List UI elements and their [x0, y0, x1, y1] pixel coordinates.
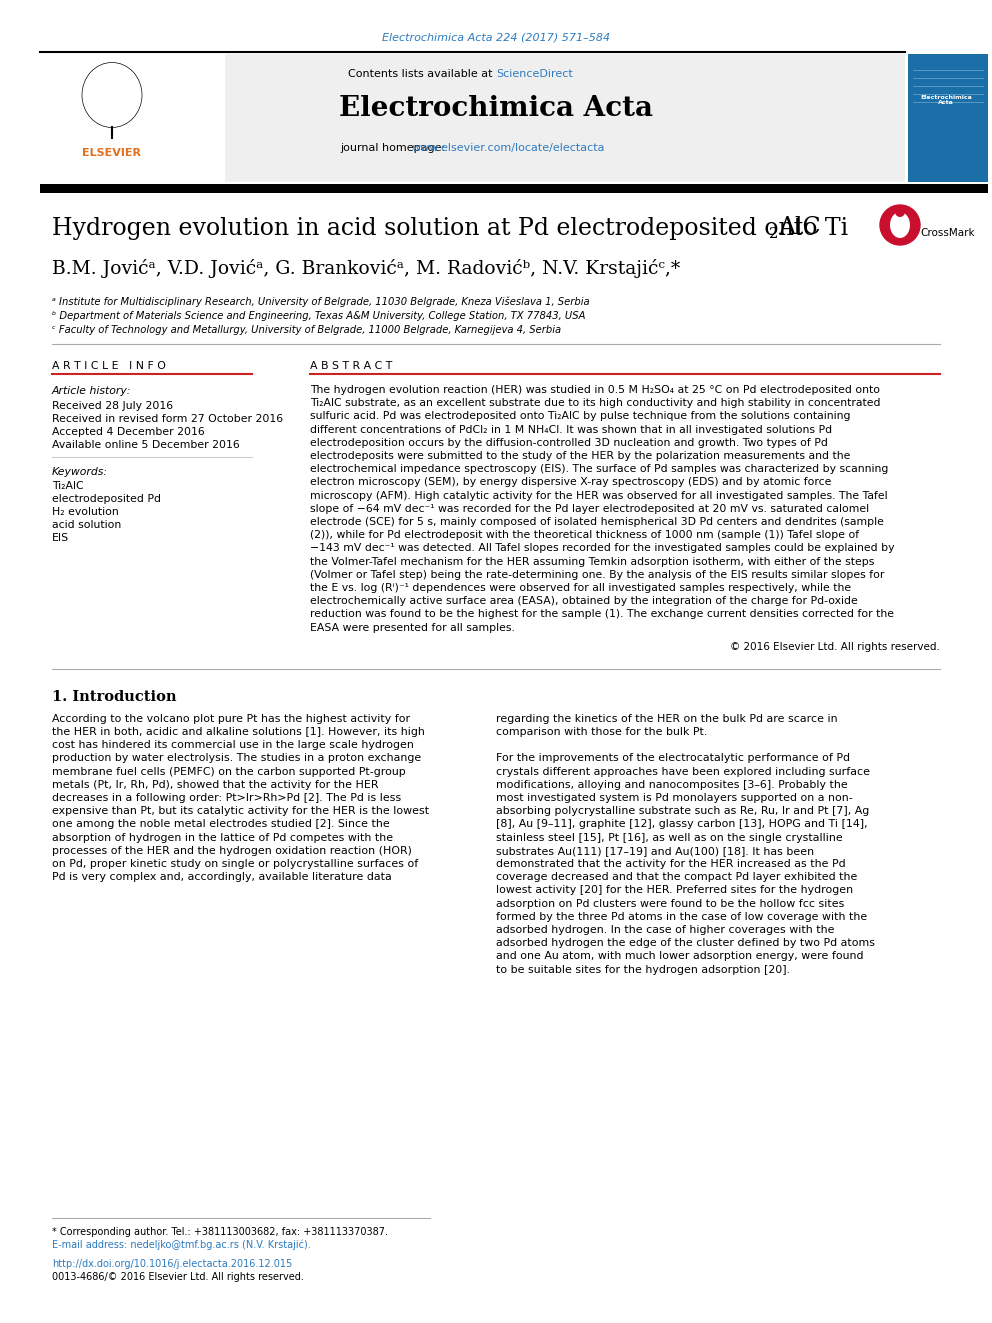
Text: comparison with those for the bulk Pt.: comparison with those for the bulk Pt.	[496, 728, 707, 737]
Text: different concentrations of PdCl₂ in 1 M NH₄Cl. It was shown that in all investi: different concentrations of PdCl₂ in 1 M…	[310, 425, 832, 434]
Text: cost has hindered its commercial use in the large scale hydrogen: cost has hindered its commercial use in …	[52, 740, 414, 750]
Text: Electrochimica Acta: Electrochimica Acta	[339, 94, 653, 122]
Text: EASA were presented for all samples.: EASA were presented for all samples.	[310, 623, 515, 632]
Text: Contents lists available at: Contents lists available at	[348, 69, 496, 79]
Text: slope of −64 mV dec⁻¹ was recorded for the Pd layer electrodeposited at 20 mV vs: slope of −64 mV dec⁻¹ was recorded for t…	[310, 504, 869, 513]
Text: acid solution: acid solution	[52, 520, 121, 531]
Text: adsorption on Pd clusters were found to be the hollow fcc sites: adsorption on Pd clusters were found to …	[496, 898, 844, 909]
Bar	[40, 54, 905, 183]
Text: EIS: EIS	[52, 533, 69, 542]
Text: A R T I C L E   I N F O: A R T I C L E I N F O	[52, 361, 166, 370]
Text: ᵃ Institute for Multidisciplinary Research, University of Belgrade, 11030 Belgra: ᵃ Institute for Multidisciplinary Resear…	[52, 296, 589, 307]
Text: metals (Pt, Ir, Rh, Pd), showed that the activity for the HER: metals (Pt, Ir, Rh, Pd), showed that the…	[52, 779, 379, 790]
Text: to be suitable sites for the hydrogen adsorption [20].: to be suitable sites for the hydrogen ad…	[496, 964, 790, 975]
Text: expensive than Pt, but its catalytic activity for the HER is the lowest: expensive than Pt, but its catalytic act…	[52, 806, 430, 816]
Text: © 2016 Elsevier Ltd. All rights reserved.: © 2016 Elsevier Ltd. All rights reserved…	[730, 642, 940, 652]
Text: Article history:: Article history:	[52, 386, 131, 396]
Text: * Corresponding author. Tel.: +381113003682, fax: +381113370387.: * Corresponding author. Tel.: +381113003…	[52, 1226, 388, 1237]
Text: processes of the HER and the hydrogen oxidation reaction (HOR): processes of the HER and the hydrogen ox…	[52, 845, 412, 856]
Text: Received in revised form 27 October 2016: Received in revised form 27 October 2016	[52, 414, 283, 423]
Text: Electrochimica Acta 224 (2017) 571–584: Electrochimica Acta 224 (2017) 571–584	[382, 33, 610, 44]
Text: H₂ evolution: H₂ evolution	[52, 507, 119, 517]
Text: http://dx.doi.org/10.1016/j.electacta.2016.12.015: http://dx.doi.org/10.1016/j.electacta.20…	[52, 1259, 293, 1269]
Text: microscopy (AFM). High catalytic activity for the HER was observed for all inves: microscopy (AFM). High catalytic activit…	[310, 491, 888, 500]
Text: on Pd, proper kinetic study on single or polycrystalline surfaces of: on Pd, proper kinetic study on single or…	[52, 859, 419, 869]
Text: Hydrogen evolution in acid solution at Pd electrodeposited onto Ti: Hydrogen evolution in acid solution at P…	[52, 217, 848, 239]
Text: and one Au atom, with much lower adsorption energy, were found: and one Au atom, with much lower adsorpt…	[496, 951, 863, 962]
Text: journal homepage:: journal homepage:	[340, 143, 448, 153]
Text: www.elsevier.com/locate/electacta: www.elsevier.com/locate/electacta	[412, 143, 605, 153]
Text: [8], Au [9–11], graphite [12], glassy carbon [13], HOPG and Ti [14],: [8], Au [9–11], graphite [12], glassy ca…	[496, 819, 868, 830]
Text: regarding the kinetics of the HER on the bulk Pd are scarce in: regarding the kinetics of the HER on the…	[496, 714, 837, 724]
Text: ᵇ Department of Materials Science and Engineering, Texas A&M University, College: ᵇ Department of Materials Science and En…	[52, 311, 585, 321]
Text: demonstrated that the activity for the HER increased as the Pd: demonstrated that the activity for the H…	[496, 859, 845, 869]
Text: the Volmer-Tafel mechanism for the HER assuming Temkin adsorption isotherm, with: the Volmer-Tafel mechanism for the HER a…	[310, 557, 874, 566]
Text: one among the noble metal electrodes studied [2]. Since the: one among the noble metal electrodes stu…	[52, 819, 390, 830]
Text: most investigated system is Pd monolayers supported on a non-: most investigated system is Pd monolayer…	[496, 792, 853, 803]
Text: Accepted 4 December 2016: Accepted 4 December 2016	[52, 427, 204, 437]
Circle shape	[895, 206, 905, 217]
Text: Pd is very complex and, accordingly, available literature data: Pd is very complex and, accordingly, ava…	[52, 872, 392, 882]
Text: Ti₂AlC substrate, as an excellent substrate due to its high conductivity and hig: Ti₂AlC substrate, as an excellent substr…	[310, 398, 881, 409]
Text: A B S T R A C T: A B S T R A C T	[310, 361, 392, 370]
Text: 0013-4686/© 2016 Elsevier Ltd. All rights reserved.: 0013-4686/© 2016 Elsevier Ltd. All right…	[52, 1271, 304, 1282]
Text: Electrochimica
Acta: Electrochimica Acta	[921, 95, 972, 106]
Text: For the improvements of the electrocatalytic performance of Pd: For the improvements of the electrocatal…	[496, 753, 850, 763]
Text: lowest activity [20] for the HER. Preferred sites for the hydrogen: lowest activity [20] for the HER. Prefer…	[496, 885, 853, 896]
Text: electrodeposits were submitted to the study of the HER by the polarization measu: electrodeposits were submitted to the st…	[310, 451, 850, 460]
Text: 1. Introduction: 1. Introduction	[52, 689, 177, 704]
Text: adsorbed hydrogen. In the case of higher coverages with the: adsorbed hydrogen. In the case of higher…	[496, 925, 834, 935]
Bar	[40, 184, 988, 193]
Text: 2: 2	[769, 228, 779, 241]
Text: ScienceDirect: ScienceDirect	[496, 69, 572, 79]
Text: the E vs. log (Rⁱ)⁻¹ dependences were observed for all investigated samples resp: the E vs. log (Rⁱ)⁻¹ dependences were ob…	[310, 583, 851, 593]
Text: electron microscopy (SEM), by energy dispersive X-ray spectroscopy (EDS) and by : electron microscopy (SEM), by energy dis…	[310, 478, 831, 487]
Text: electrodeposition occurs by the diffusion-controlled 3D nucleation and growth. T: electrodeposition occurs by the diffusio…	[310, 438, 828, 447]
Ellipse shape	[890, 212, 910, 238]
Text: electrode (SCE) for 5 s, mainly composed of isolated hemispherical 3D Pd centers: electrode (SCE) for 5 s, mainly composed…	[310, 517, 884, 527]
Text: stainless steel [15], Pt [16], as well as on the single crystalline: stainless steel [15], Pt [16], as well a…	[496, 832, 843, 843]
Bar	[908, 54, 988, 183]
Text: electrochemically active surface area (EASA), obtained by the integration of the: electrochemically active surface area (E…	[310, 597, 858, 606]
Text: modifications, alloying and nanocomposites [3–6]. Probably the: modifications, alloying and nanocomposit…	[496, 779, 848, 790]
Text: CrossMark: CrossMark	[920, 228, 974, 238]
Text: B.M. Jovićᵃ, V.D. Jovićᵃ, G. Brankovićᵃ, M. Radovićᵇ, N.V. Krstajićᶜ,*: B.M. Jovićᵃ, V.D. Jovićᵃ, G. Brankovićᵃ,…	[52, 258, 681, 278]
Text: Keywords:: Keywords:	[52, 467, 108, 478]
Text: −143 mV dec⁻¹ was detected. All Tafel slopes recorded for the investigated sampl: −143 mV dec⁻¹ was detected. All Tafel sl…	[310, 544, 895, 553]
Text: Ti₂AlC: Ti₂AlC	[52, 482, 83, 491]
Bar	[40, 54, 225, 183]
Text: Available online 5 December 2016: Available online 5 December 2016	[52, 441, 240, 450]
Text: adsorbed hydrogen the edge of the cluster defined by two Pd atoms: adsorbed hydrogen the edge of the cluste…	[496, 938, 875, 949]
Text: reduction was found to be the highest for the sample (1). The exchange current d: reduction was found to be the highest fo…	[310, 610, 894, 619]
Text: the HER in both, acidic and alkaline solutions [1]. However, its high: the HER in both, acidic and alkaline sol…	[52, 728, 425, 737]
Text: crystals different approaches have been explored including surface: crystals different approaches have been …	[496, 766, 870, 777]
Text: (Volmer or Tafel step) being the rate-determining one. By the analysis of the EI: (Volmer or Tafel step) being the rate-de…	[310, 570, 885, 579]
Circle shape	[880, 205, 920, 245]
Text: The hydrogen evolution reaction (HER) was studied in 0.5 M H₂SO₄ at 25 °C on Pd : The hydrogen evolution reaction (HER) wa…	[310, 385, 880, 396]
Text: AlC: AlC	[778, 217, 820, 239]
Text: ᶜ Faculty of Technology and Metallurgy, University of Belgrade, 11000 Belgrade, : ᶜ Faculty of Technology and Metallurgy, …	[52, 325, 561, 335]
Text: production by water electrolysis. The studies in a proton exchange: production by water electrolysis. The st…	[52, 753, 422, 763]
Text: membrane fuel cells (PEMFC) on the carbon supported Pt-group: membrane fuel cells (PEMFC) on the carbo…	[52, 766, 406, 777]
Text: substrates Au(111) [17–19] and Au(100) [18]. It has been: substrates Au(111) [17–19] and Au(100) […	[496, 845, 814, 856]
Text: decreases in a following order: Pt>Ir>Rh>Pd [2]. The Pd is less: decreases in a following order: Pt>Ir>Rh…	[52, 792, 401, 803]
Text: According to the volcano plot pure Pt has the highest activity for: According to the volcano plot pure Pt ha…	[52, 714, 410, 724]
Text: absorption of hydrogen in the lattice of Pd competes with the: absorption of hydrogen in the lattice of…	[52, 832, 393, 843]
Text: electrochemical impedance spectroscopy (EIS). The surface of Pd samples was char: electrochemical impedance spectroscopy (…	[310, 464, 889, 474]
Text: E-mail address: nedeljko@tmf.bg.ac.rs (N.V. Krstajić).: E-mail address: nedeljko@tmf.bg.ac.rs (N…	[52, 1240, 310, 1250]
Text: Received 28 July 2016: Received 28 July 2016	[52, 401, 174, 411]
Text: ELSEVIER: ELSEVIER	[82, 148, 141, 157]
Text: formed by the three Pd atoms in the case of low coverage with the: formed by the three Pd atoms in the case…	[496, 912, 867, 922]
Text: absorbing polycrystalline substrate such as Re, Ru, Ir and Pt [7], Ag: absorbing polycrystalline substrate such…	[496, 806, 869, 816]
Text: electrodeposited Pd: electrodeposited Pd	[52, 493, 161, 504]
Text: (2)), while for Pd electrodeposit with the theoretical thickness of 1000 nm (sam: (2)), while for Pd electrodeposit with t…	[310, 531, 859, 540]
Text: coverage decreased and that the compact Pd layer exhibited the: coverage decreased and that the compact …	[496, 872, 857, 882]
Text: sulfuric acid. Pd was electrodeposited onto Ti₂AlC by pulse technique from the s: sulfuric acid. Pd was electrodeposited o…	[310, 411, 850, 422]
